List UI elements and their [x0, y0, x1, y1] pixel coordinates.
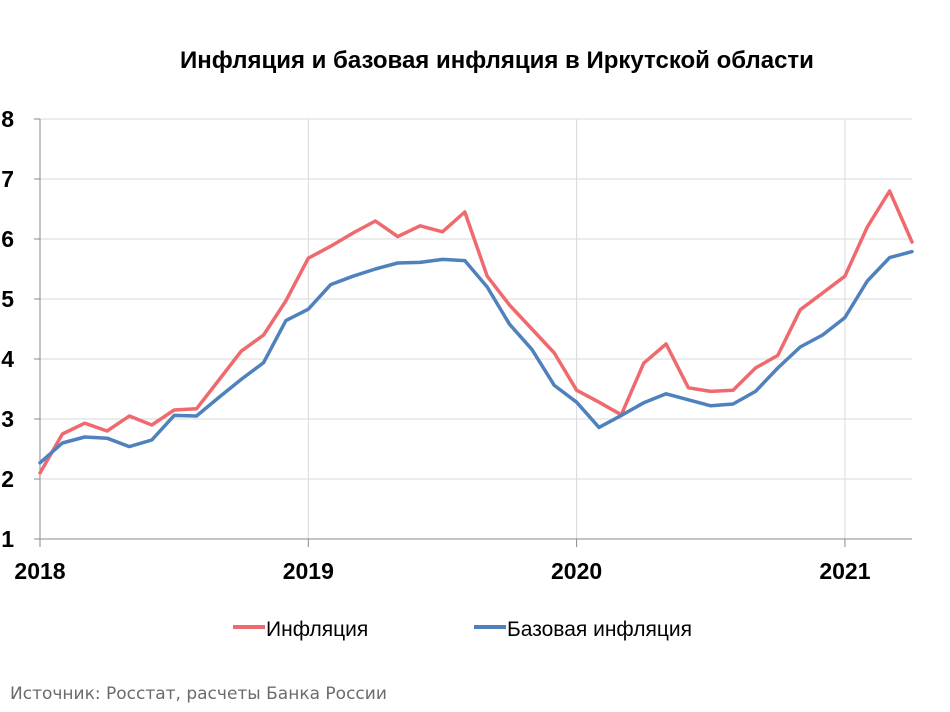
axes: [34, 118, 912, 547]
y-tick-label: 7: [1, 166, 14, 192]
x-tick-label: 2019: [283, 558, 334, 584]
y-tick-label: 4: [1, 346, 14, 372]
legend: Инфляция Базовая инфляция: [233, 618, 692, 641]
y-tick-label: 8: [1, 106, 14, 132]
y-tick-label: 1: [1, 526, 14, 552]
legend-label-inflation: Инфляция: [266, 618, 368, 641]
series-line-core-inflation: [38, 249, 914, 465]
grid: [40, 118, 912, 539]
y-tick-label: 5: [1, 286, 14, 312]
y-tick-label: 6: [1, 226, 14, 252]
legend-label-core-inflation: Базовая инфляция: [507, 618, 692, 641]
x-tick-label: 2018: [14, 558, 65, 584]
y-tick-label: 2: [1, 466, 14, 492]
source-note: Источник: Росстат, расчеты Банка России: [10, 684, 387, 704]
y-tick-label: 3: [1, 406, 14, 432]
y-tick-labels: 1 2 3 4 5 6 7 8: [1, 106, 14, 552]
x-tick-label: 2020: [551, 558, 602, 584]
x-tick-label: 2021: [819, 558, 870, 584]
series-lines: [38, 189, 914, 475]
chart-title: Инфляция и базовая инфляция в Иркутской …: [180, 47, 814, 74]
series-line-inflation: [38, 189, 914, 475]
x-tick-labels: 2018 2019 2020 2021: [14, 558, 870, 584]
